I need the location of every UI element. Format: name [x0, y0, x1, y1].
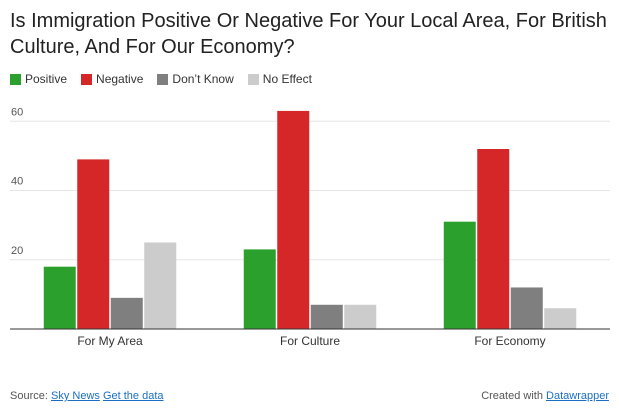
- bar-don-t-know-2: [510, 287, 543, 329]
- bar-negative-2: [477, 149, 510, 329]
- bar-positive-1: [243, 249, 276, 329]
- legend-swatch-dont-know: [157, 73, 169, 85]
- footer-source: Source: Sky News Get the data: [10, 390, 164, 402]
- source-link[interactable]: Sky News: [50, 390, 100, 402]
- y-tick-label: 60: [11, 106, 23, 118]
- legend-item-dont-know: Don’t Know: [157, 72, 234, 86]
- x-tick-label: For My Area: [77, 334, 143, 348]
- legend-item-positive: Positive: [10, 72, 67, 86]
- x-tick-label: For Economy: [474, 334, 545, 348]
- chart-title: Is Immigration Positive Or Negative For …: [10, 10, 607, 58]
- bar-no-effect-0: [144, 242, 177, 329]
- created-with-label: Created with: [481, 390, 543, 402]
- y-tick-label: 20: [11, 245, 23, 257]
- legend-label-dont-know: Don’t Know: [172, 72, 234, 86]
- bar-positive-2: [443, 221, 476, 329]
- bar-don-t-know-0: [110, 297, 143, 329]
- legend-item-no-effect: No Effect: [247, 72, 312, 86]
- footer-credit: Created with Datawrapper: [481, 390, 609, 402]
- bar-positive-0: [43, 266, 76, 329]
- legend-item-negative: Negative: [81, 72, 143, 86]
- y-tick-label: 40: [11, 176, 23, 188]
- source-label: Source:: [10, 390, 48, 402]
- legend-swatch-positive: [10, 73, 21, 85]
- legend-label-negative: Negative: [96, 72, 144, 86]
- bar-negative-0: [77, 159, 110, 329]
- bar-no-effect-2: [544, 308, 577, 329]
- bar-negative-1: [277, 110, 310, 329]
- get-data-link[interactable]: Get the data: [102, 390, 164, 402]
- chart-legend: Positive Negative Don’t Know No Effect: [10, 71, 326, 87]
- legend-swatch-no-effect: [247, 73, 259, 85]
- legend-label-positive: Positive: [25, 72, 68, 86]
- legend-swatch-negative: [81, 73, 93, 85]
- bar-no-effect-1: [344, 304, 377, 329]
- x-tick-label: For Culture: [280, 334, 340, 348]
- legend-label-no-effect: No Effect: [262, 72, 312, 86]
- datawrapper-link[interactable]: Datawrapper: [546, 390, 609, 402]
- bar-don-t-know-1: [310, 304, 343, 329]
